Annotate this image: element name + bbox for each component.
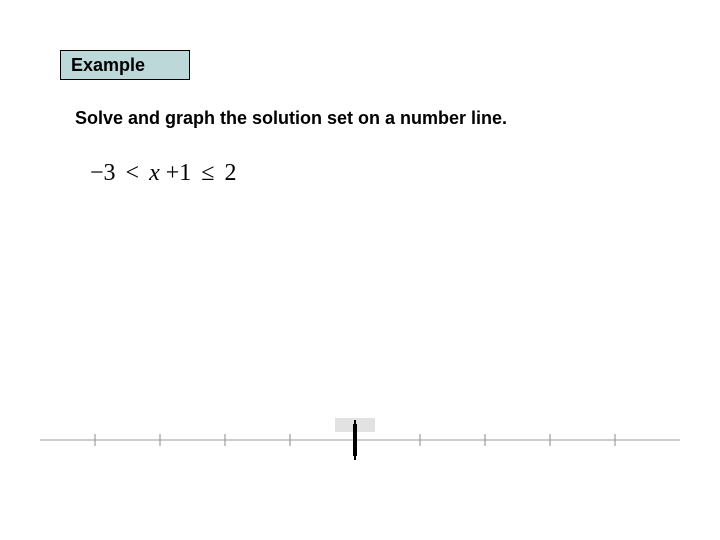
inequality-plus1: +1 [166, 160, 192, 186]
inequality-le: ≤ [197, 160, 218, 186]
instruction-text: Solve and graph the solution set on a nu… [75, 108, 507, 129]
inequality-lhs-neg3: −3 [90, 160, 116, 186]
inequality-var-x: x [149, 160, 160, 186]
inequality-expression: −3 < x +1 ≤ 2 [90, 160, 236, 187]
example-heading-box: Example [60, 50, 190, 80]
inequality-rhs-2: 2 [224, 160, 236, 186]
number-line [0, 405, 720, 465]
inequality-lt: < [122, 160, 144, 186]
slide: Example Solve and graph the solution set… [0, 0, 720, 540]
example-heading-label: Example [71, 55, 145, 76]
number-line-svg [0, 405, 720, 465]
